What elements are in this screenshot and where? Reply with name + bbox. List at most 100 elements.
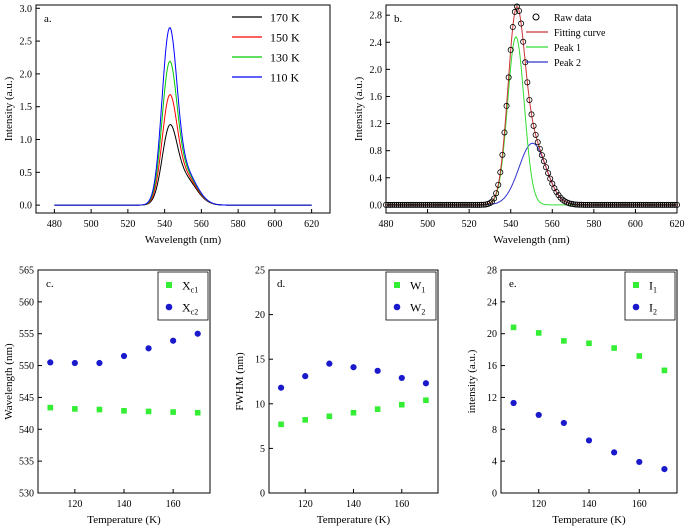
x-tick-label: 500 [84,219,99,230]
raw-data-point [511,8,518,15]
raw-data-point [416,201,423,208]
raw-data-point [385,201,392,208]
y-tick-label: 15 [255,355,265,366]
legend-entry: 150 K [270,31,300,45]
raw-data-point [476,201,483,208]
data-point-square [586,340,592,347]
data-point-circle [398,374,405,382]
raw-data-point [590,201,597,208]
raw-data-point [595,201,602,208]
data-point-square [423,397,429,404]
x-axis-label: Temperature (K) [87,514,161,526]
legend-entry-subscript: 2 [421,308,425,317]
data-point-circle [170,337,177,344]
raw-data-point [420,201,427,208]
x-tick-label: 560 [194,219,209,230]
raw-data-point [470,201,477,208]
y-axis-label: FWHM (nm) [234,352,246,411]
legend-swatch [394,282,400,288]
x-tick-label: 520 [120,219,135,230]
x-axis-label: Temperature (K) [552,514,626,526]
data-point-circle [422,380,430,387]
raw-data-point [451,201,458,208]
data-point-circle [326,360,333,367]
raw-data-point [655,201,662,208]
y-tick-label: 0.8 [370,146,383,157]
data-point-square [510,324,517,331]
panel-label: c. [46,278,54,290]
raw-data-point [580,201,587,208]
data-point-circle [535,411,542,419]
x-tick-label: 600 [628,219,643,230]
x-tick-label: 520 [462,219,477,230]
data-point-square [121,408,127,414]
plot-frame [385,4,678,214]
raw-data-point [657,201,664,208]
raw-data-point [424,201,431,208]
plot-frame [35,4,331,214]
legend-entry: I2 [649,301,657,317]
raw-data-point [457,201,464,208]
y-axis-label: Wavelength (nm) [3,343,15,420]
raw-data-point [611,201,618,208]
data-point-square [96,406,103,413]
raw-data-point [395,201,402,208]
data-point-circle [661,466,668,473]
raw-data-point [437,201,444,208]
series-line-110-K [54,27,312,206]
y-tick-label: 3.0 [20,4,33,15]
y-tick-label: 25 [255,266,265,277]
raw-data-point [526,96,533,103]
raw-data-point [455,201,462,208]
legend-entry: 110 K [270,71,300,85]
raw-data-point [674,201,681,208]
legend-entry-name: X [182,279,191,293]
legend-entry: Xc2 [182,301,198,317]
y-tick-label: 2.8 [370,11,383,22]
x-axis-label: Wavelength (nm) [145,234,222,246]
data-point-circle [145,345,152,352]
raw-data-point [665,201,672,208]
raw-data-point [474,201,481,208]
raw-data-point [671,201,678,208]
raw-data-point [547,175,554,182]
data-point-circle [350,364,357,371]
legend-entry-subscript: c1 [191,286,199,295]
legend-entry: 130 K [270,51,300,65]
raw-data-point [445,201,452,208]
raw-data-point [441,201,448,208]
legend-entry: I1 [649,279,657,295]
y-tick-label: 1.2 [370,119,383,130]
x-tick-label: 580 [231,219,246,230]
data-point-circle [560,419,567,427]
raw-data-point [501,129,508,136]
legend-swatch [393,303,401,311]
raw-data-point [439,201,446,208]
raw-data-point [543,164,550,171]
raw-data-point [584,201,591,208]
raw-data-point [453,201,460,208]
raw-data-point [601,201,608,208]
data-point-circle [374,367,381,374]
raw-data-point [578,201,585,208]
raw-data-point [518,20,525,27]
legend-entry: W2 [410,301,425,317]
raw-data-point [499,151,506,158]
raw-data-point [403,201,410,208]
x-tick-label: 500 [420,219,435,230]
data-point-circle [71,359,78,367]
raw-data-point [644,201,651,208]
legend-swatch [165,303,173,311]
raw-data-point [528,111,535,118]
y-tick-label: 1.0 [20,135,33,146]
raw-data-point [540,158,547,165]
x-tick-label: 140 [117,499,132,510]
raw-data-point [536,145,543,152]
raw-data-point [622,201,629,208]
raw-data-point [640,201,647,208]
data-point-circle [302,373,309,380]
raw-data-point [663,201,670,208]
data-point-square [194,409,201,416]
data-point-square [350,409,357,416]
